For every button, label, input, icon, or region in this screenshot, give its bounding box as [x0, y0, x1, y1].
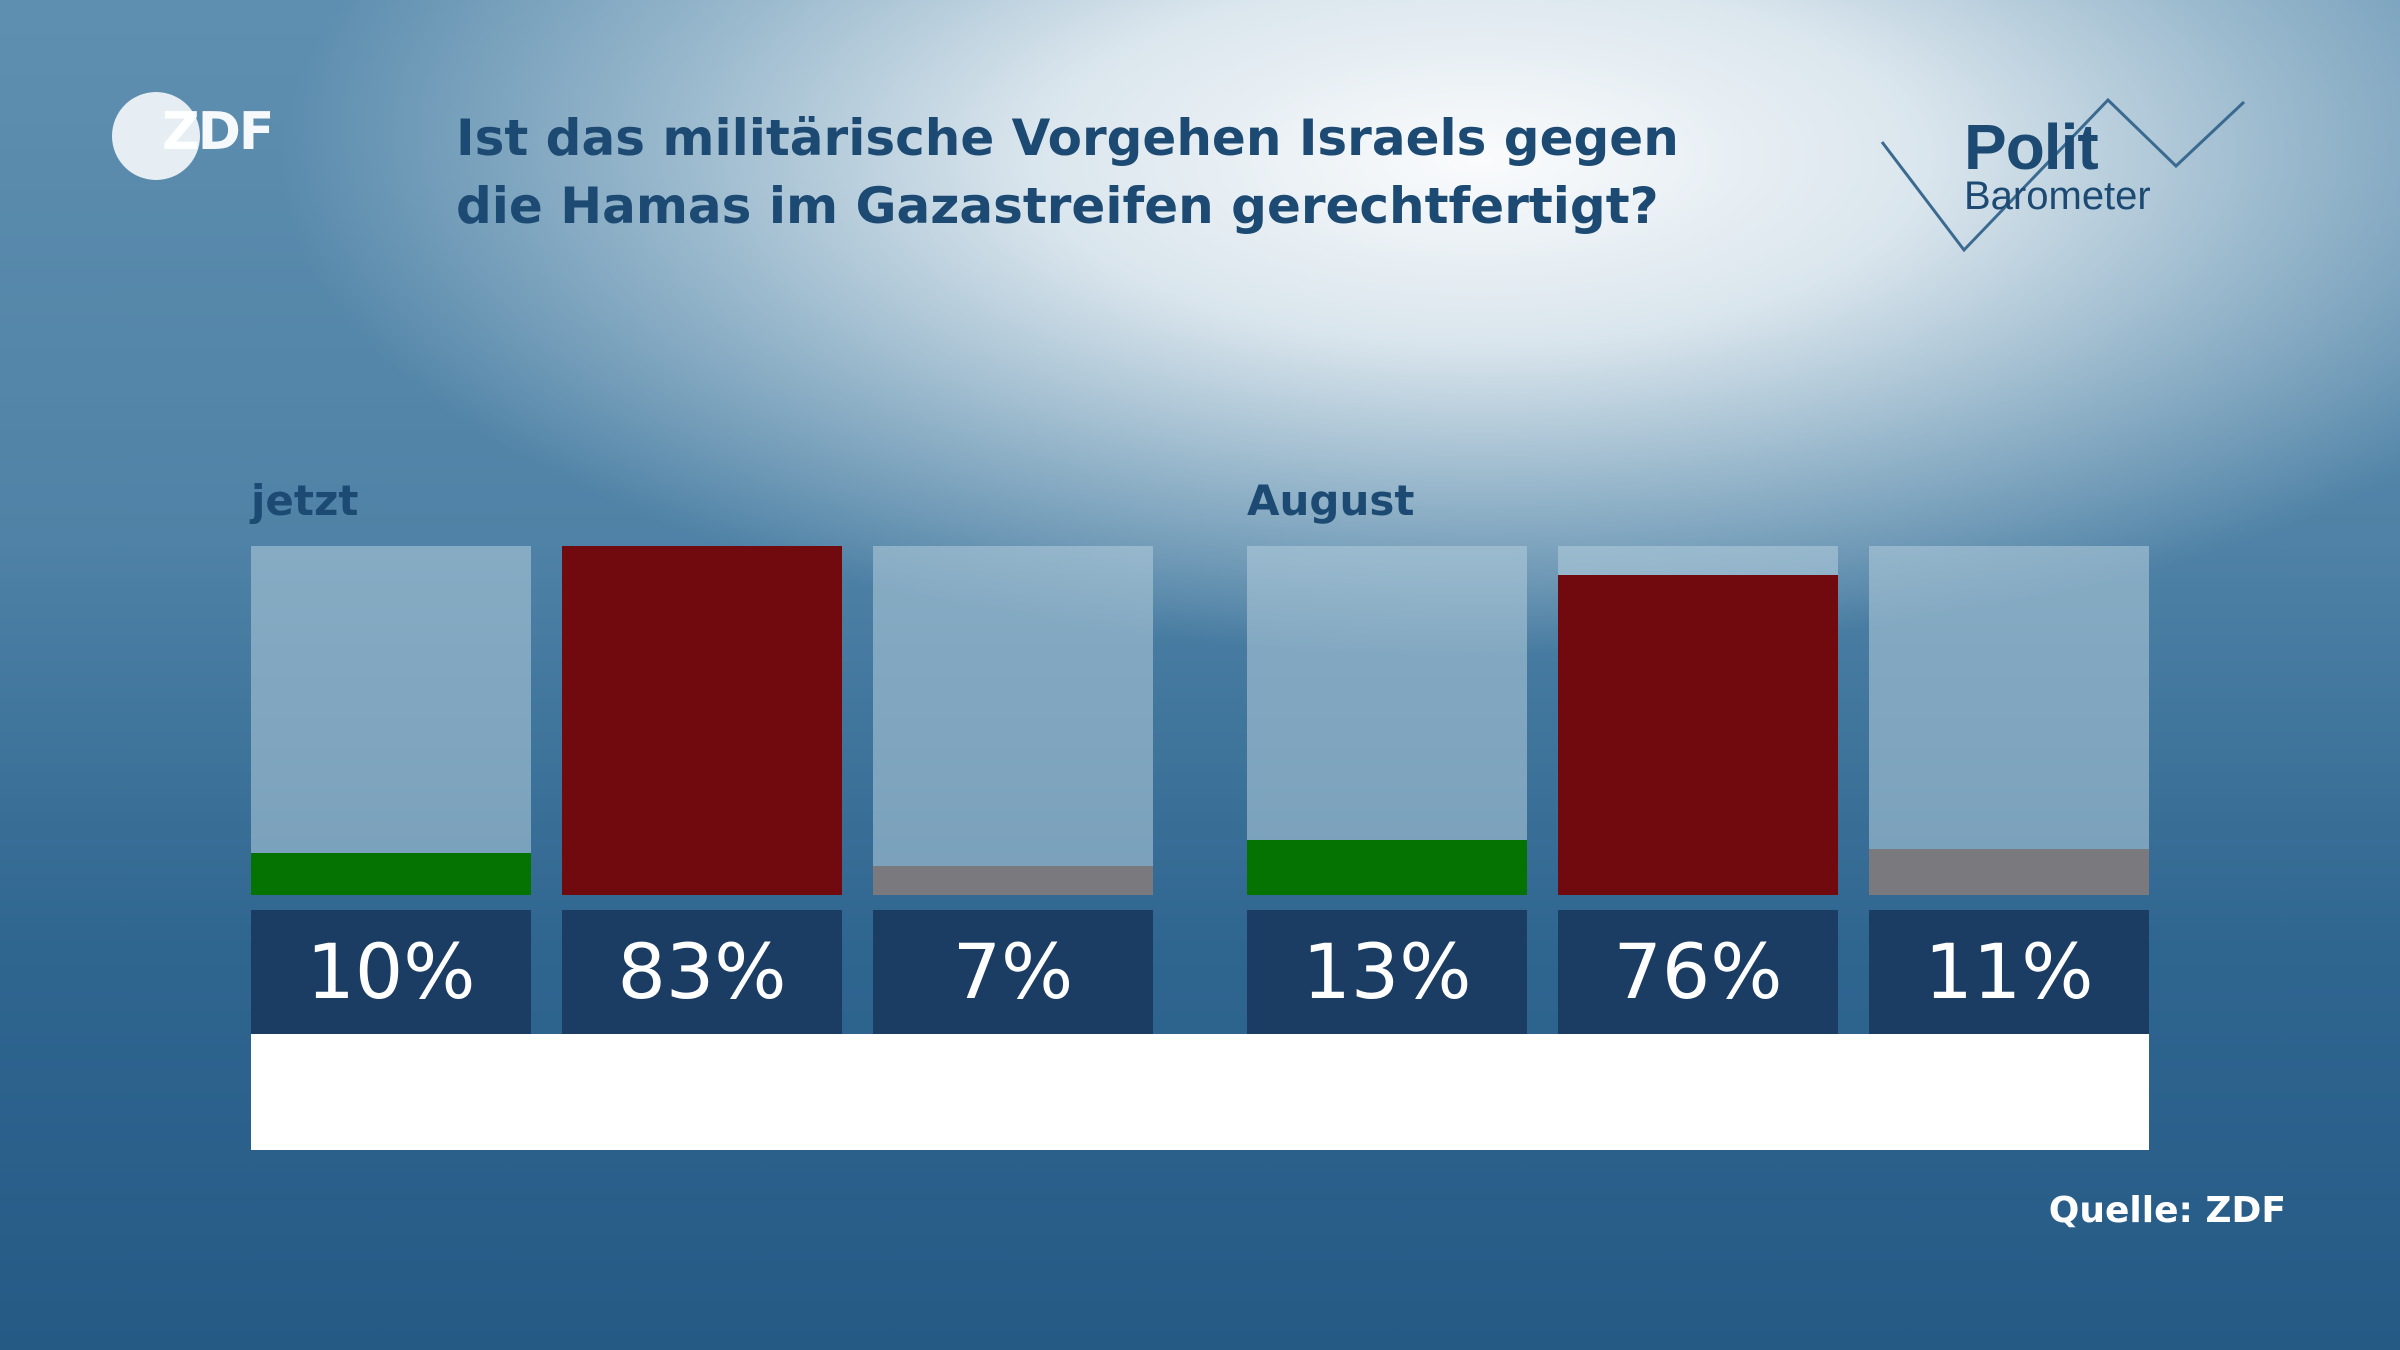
- bar-track-1-1: [1558, 546, 1838, 895]
- bar-0-0: [251, 853, 531, 895]
- chart-title-line-1: Ist das militärische Vorgehen Israels ge…: [456, 109, 1679, 167]
- source-note: Quelle: ZDF: [2048, 1190, 2286, 1231]
- value-label-0-0: 10%: [251, 910, 531, 1034]
- bar-0-1: [562, 546, 842, 895]
- value-label-1-1: 76%: [1558, 910, 1838, 1034]
- value-label-1-0: 13%: [1247, 910, 1527, 1034]
- bar-track-0-1: [562, 546, 842, 895]
- chart-title: Ist das militärische Vorgehen Israels ge…: [456, 104, 1756, 240]
- group-label-0: jetzt: [251, 476, 359, 525]
- zdf-logo: ZDF: [112, 88, 274, 184]
- chart-title-line-2: die Hamas im Gazastreifen gerechtfertigt…: [456, 177, 1659, 235]
- category-label-strip: [251, 1034, 2149, 1150]
- bar-track-0-2: [873, 546, 1153, 895]
- politbarometer-logo: Polit Barometer: [1876, 92, 2256, 262]
- zdf-logo-circle: [112, 92, 200, 180]
- bar-1-0: [1247, 840, 1527, 895]
- value-label-0-1: 83%: [562, 910, 842, 1034]
- bar-1-1: [1558, 575, 1838, 895]
- bar-1-2: [1869, 849, 2149, 895]
- bar-0-2: [873, 866, 1153, 895]
- polit-word: Polit: [1964, 111, 2099, 183]
- bar-track-0-0: [251, 546, 531, 895]
- bar-track-1-2: [1869, 546, 2149, 895]
- politbarometer-zigzag-icon: [1880, 97, 2246, 253]
- barometer-word: Barometer: [1964, 174, 2151, 218]
- bar-track-1-0: [1247, 546, 1527, 895]
- group-label-1: August: [1247, 476, 1415, 525]
- zdf-logo-text: ZDF: [162, 102, 274, 162]
- value-label-0-2: 7%: [873, 910, 1153, 1034]
- value-label-1-2: 11%: [1869, 910, 2149, 1034]
